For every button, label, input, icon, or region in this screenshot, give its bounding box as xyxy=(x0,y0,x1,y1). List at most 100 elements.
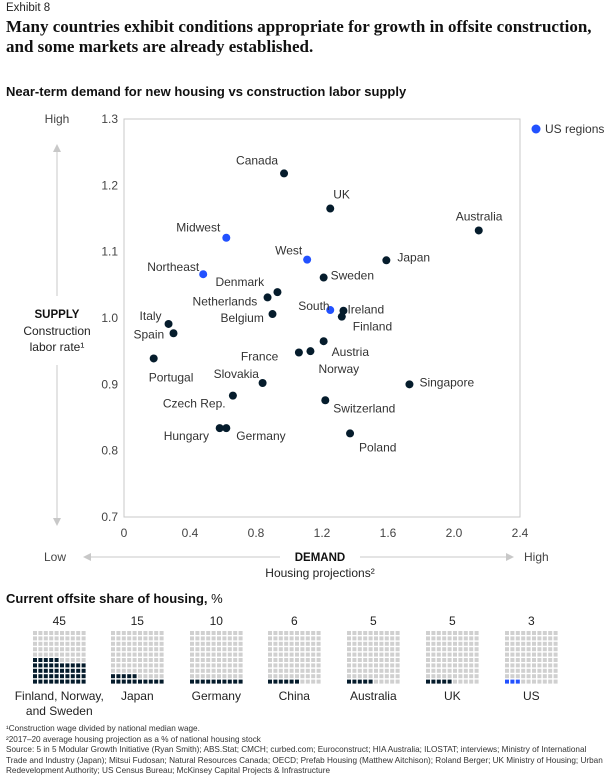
waffle-cell-empty xyxy=(49,641,54,646)
waffle-cell-empty xyxy=(238,658,243,662)
point-spain xyxy=(169,329,178,338)
waffle-cell-empty xyxy=(300,652,305,657)
waffle-cell-empty xyxy=(521,636,526,641)
waffle-cell-empty xyxy=(238,631,243,635)
waffle-cell-empty xyxy=(442,658,447,662)
y-arrow-head-up xyxy=(53,144,61,152)
waffle-cell-empty xyxy=(76,647,81,652)
waffle-cell-empty xyxy=(238,641,243,646)
waffle-cell-empty xyxy=(127,631,132,635)
waffle-cell-filled xyxy=(515,679,520,684)
waffle-cell-empty xyxy=(116,631,121,635)
waffle-cell-empty xyxy=(211,658,216,662)
waffle-cell-empty xyxy=(268,668,272,673)
waffle-cell-filled xyxy=(121,674,126,679)
point-label: Poland xyxy=(359,440,396,454)
waffle-cell-empty xyxy=(526,668,531,673)
waffle-cell-empty xyxy=(474,679,479,684)
waffle-cell-empty xyxy=(289,668,294,673)
waffle-cell-empty xyxy=(33,631,37,635)
waffle-cell-empty xyxy=(431,674,436,679)
waffle-cell-empty xyxy=(111,636,115,641)
waffle-cell-empty xyxy=(295,652,299,657)
waffle-cell-filled xyxy=(233,679,238,684)
waffle-cell-empty xyxy=(352,663,357,668)
point-label: Midwest xyxy=(176,221,221,235)
waffle-cell-filled xyxy=(347,679,351,684)
waffle-cell-empty xyxy=(238,674,243,679)
waffle-cell-empty xyxy=(474,631,479,635)
waffle-cell-filled xyxy=(38,663,43,668)
waffle-cell-empty xyxy=(379,647,384,652)
point-label: Finland xyxy=(353,320,392,334)
waffle-cell-empty xyxy=(379,652,384,657)
waffle-cell-empty xyxy=(132,668,137,673)
waffle-cell-empty xyxy=(390,652,395,657)
waffle-cell-empty xyxy=(200,631,205,635)
waffle-cell-empty xyxy=(510,631,515,635)
waffle-cell-empty xyxy=(469,663,474,668)
waffle-cell-empty xyxy=(453,641,457,646)
waffle-cell-empty xyxy=(300,668,305,673)
waffle-cell-empty xyxy=(233,641,238,646)
waffle-cell-empty xyxy=(526,641,531,646)
waffle-cell-empty xyxy=(273,674,278,679)
waffle-cell-empty xyxy=(289,674,294,679)
waffle-cell-empty xyxy=(227,647,232,652)
waffle-cell-empty xyxy=(233,636,238,641)
point-label: Denmark xyxy=(215,275,265,289)
waffle-cell-empty xyxy=(154,631,159,635)
point-france xyxy=(294,348,303,357)
waffle-cell-filled xyxy=(442,679,447,684)
waffle-cell-empty xyxy=(447,631,452,635)
waffle-cell-empty xyxy=(395,658,400,662)
waffle-cell-empty xyxy=(311,674,316,679)
waffle-cell-empty xyxy=(195,647,200,652)
waffle-value: 15 xyxy=(131,614,145,628)
x-tick-label: 2.4 xyxy=(512,526,529,540)
waffle-cell-empty xyxy=(143,674,148,679)
waffle-cell-empty xyxy=(505,674,509,679)
waffle-cell-empty xyxy=(379,663,384,668)
waffle-cell-empty xyxy=(311,679,316,684)
point-label: Japan xyxy=(397,250,430,264)
waffle-cell-empty xyxy=(548,631,553,635)
waffle-cell-filled xyxy=(447,679,452,684)
waffle-cell-empty xyxy=(458,631,463,635)
waffle-cell-empty xyxy=(127,658,132,662)
waffle-cell-filled xyxy=(65,668,70,673)
waffle-cell-empty xyxy=(537,641,542,646)
y-axis-sublabel-1: Construction xyxy=(23,324,90,338)
waffle-cell-empty xyxy=(505,668,509,673)
waffle-cell-empty xyxy=(548,658,553,662)
waffle-cell-empty xyxy=(357,652,362,657)
waffle-cell-empty xyxy=(469,631,474,635)
waffle-cell-empty xyxy=(159,674,164,679)
waffle-cell-empty xyxy=(311,658,316,662)
waffle-cell-empty xyxy=(542,663,547,668)
waffle-cell-empty xyxy=(436,674,441,679)
waffle-cell-empty xyxy=(374,674,378,679)
waffle-cell-filled xyxy=(65,674,70,679)
waffle-cell-empty xyxy=(81,658,86,662)
waffle-cell-filled xyxy=(127,674,132,679)
waffle-cell-empty xyxy=(532,668,536,673)
waffle-cell-empty xyxy=(116,658,121,662)
waffle-cell-empty xyxy=(300,636,305,641)
waffle-germany: 10 Germany xyxy=(190,614,243,703)
waffle-cell-empty xyxy=(363,647,368,652)
waffle-cell-empty xyxy=(505,631,509,635)
waffle-cell-empty xyxy=(143,652,148,657)
waffle-cell-empty xyxy=(442,663,447,668)
waffle-cell-empty xyxy=(65,636,70,641)
waffle-cell-empty xyxy=(510,658,515,662)
waffle-cell-empty xyxy=(553,668,558,673)
waffle-cell-empty xyxy=(368,631,373,635)
waffle-cell-empty xyxy=(510,641,515,646)
waffle-cell-empty xyxy=(217,668,221,673)
waffle-cell-empty xyxy=(384,636,389,641)
point-label: Spain xyxy=(134,327,165,341)
waffle-label: Japan xyxy=(121,689,154,703)
waffle-cell-empty xyxy=(233,631,238,635)
waffle-cell-empty xyxy=(379,668,384,673)
